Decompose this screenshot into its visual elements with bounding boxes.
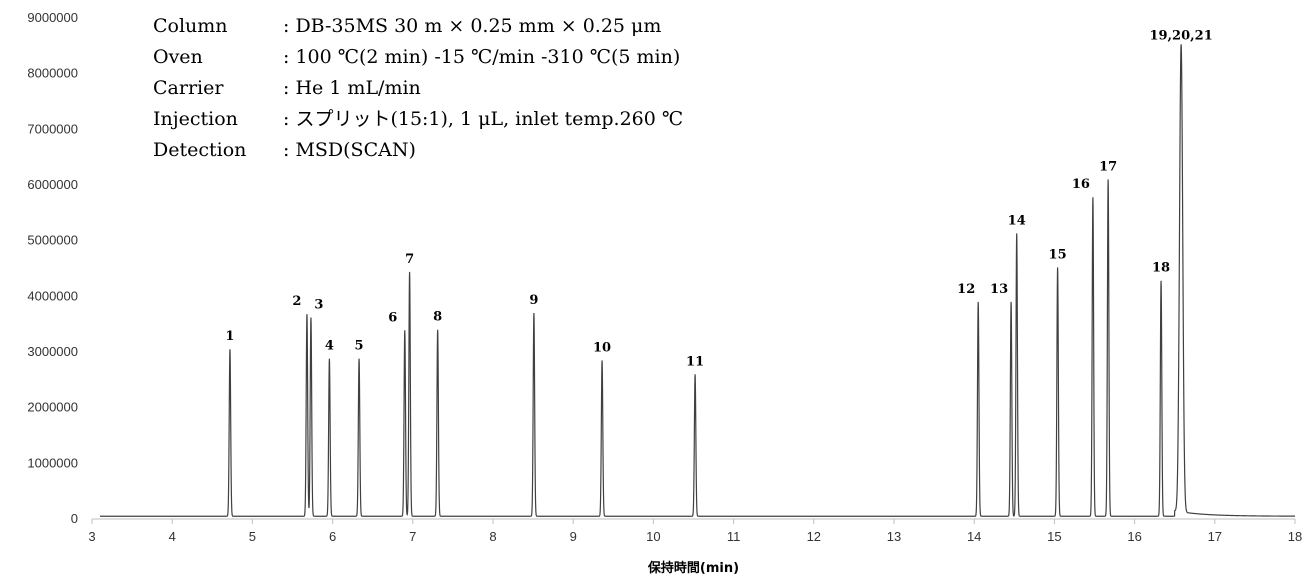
peak-label: 19,20,21: [1149, 29, 1212, 44]
condition-value-oven: : 100 ℃(2 min) -15 ℃/min -310 ℃(5 min): [283, 46, 680, 68]
peak-label: 4: [325, 339, 334, 354]
y-tick-label: 9000000: [27, 10, 78, 25]
condition-value-carrier: : He 1 mL/min: [283, 77, 421, 99]
x-tick-label: 12: [807, 529, 821, 544]
peak-label: 3: [314, 297, 323, 312]
peak-label: 7: [405, 252, 414, 267]
x-tick-label: 4: [169, 529, 176, 544]
y-tick-label: 0: [71, 511, 78, 526]
condition-label-detection: Detection: [153, 139, 246, 161]
x-tick-label: 18: [1288, 529, 1302, 544]
peak-label: 5: [355, 339, 364, 354]
x-tick-label: 7: [409, 529, 416, 544]
y-tick-label: 4000000: [27, 288, 78, 303]
condition-label-injection: Injection: [153, 108, 238, 130]
chromatogram-trace: [100, 44, 1295, 517]
peak-label: 6: [388, 310, 397, 325]
peak-label: 16: [1072, 177, 1090, 192]
x-tick-label: 10: [646, 529, 660, 544]
peak-label: 8: [433, 310, 442, 325]
peak-label: 11: [686, 354, 704, 369]
peak-label: 12: [957, 282, 975, 297]
peak-label: 18: [1152, 261, 1170, 276]
peak-label: 10: [593, 340, 611, 355]
peak-label: 14: [1008, 213, 1026, 228]
condition-value-injection: : スプリット(15:1), 1 μL, inlet temp.260 ℃: [283, 108, 683, 130]
x-tick-label: 13: [887, 529, 901, 544]
x-tick-label: 17: [1208, 529, 1222, 544]
condition-label-column: Column: [153, 15, 228, 37]
y-axis-ticks: 0 1000000 2000000 3000000 4000000 5000000 6000…: [27, 10, 78, 526]
x-axis-label: 保持時間(min): [647, 560, 739, 576]
condition-label-carrier: Carrier: [153, 77, 224, 99]
condition-value-column: : DB-35MS 30 m × 0.25 mm × 0.25 μm: [283, 15, 661, 37]
peak-label: 15: [1049, 247, 1067, 262]
y-tick-label: 5000000: [27, 233, 78, 248]
x-axis-ticks: 3 4 5 6 7 8 9 10 11 12 13 14 15 16 17 18: [88, 519, 1302, 544]
x-tick-label: 3: [88, 529, 95, 544]
x-tick-label: 8: [489, 529, 496, 544]
condition-label-oven: Oven: [153, 46, 203, 68]
condition-value-detection: : MSD(SCAN): [283, 139, 416, 161]
peak-label: 9: [529, 293, 538, 308]
x-tick-label: 9: [570, 529, 577, 544]
y-tick-label: 6000000: [27, 177, 78, 192]
y-tick-label: 8000000: [27, 66, 78, 81]
x-tick-label: 16: [1127, 529, 1141, 544]
y-tick-label: 1000000: [27, 455, 78, 470]
y-tick-label: 7000000: [27, 121, 78, 136]
y-tick-label: 3000000: [27, 344, 78, 359]
peak-label: 1: [225, 329, 234, 344]
y-tick-label: 2000000: [27, 400, 78, 415]
peak-label: 13: [990, 282, 1008, 297]
peak-label: 2: [292, 294, 301, 309]
x-tick-label: 11: [727, 529, 741, 544]
x-tick-label: 14: [967, 529, 981, 544]
conditions-block: Column : DB-35MS 30 m × 0.25 mm × 0.25 μ…: [153, 15, 683, 161]
peak-label: 17: [1099, 159, 1117, 174]
x-tick-label: 6: [329, 529, 336, 544]
x-tick-label: 5: [249, 529, 256, 544]
x-tick-label: 15: [1047, 529, 1061, 544]
